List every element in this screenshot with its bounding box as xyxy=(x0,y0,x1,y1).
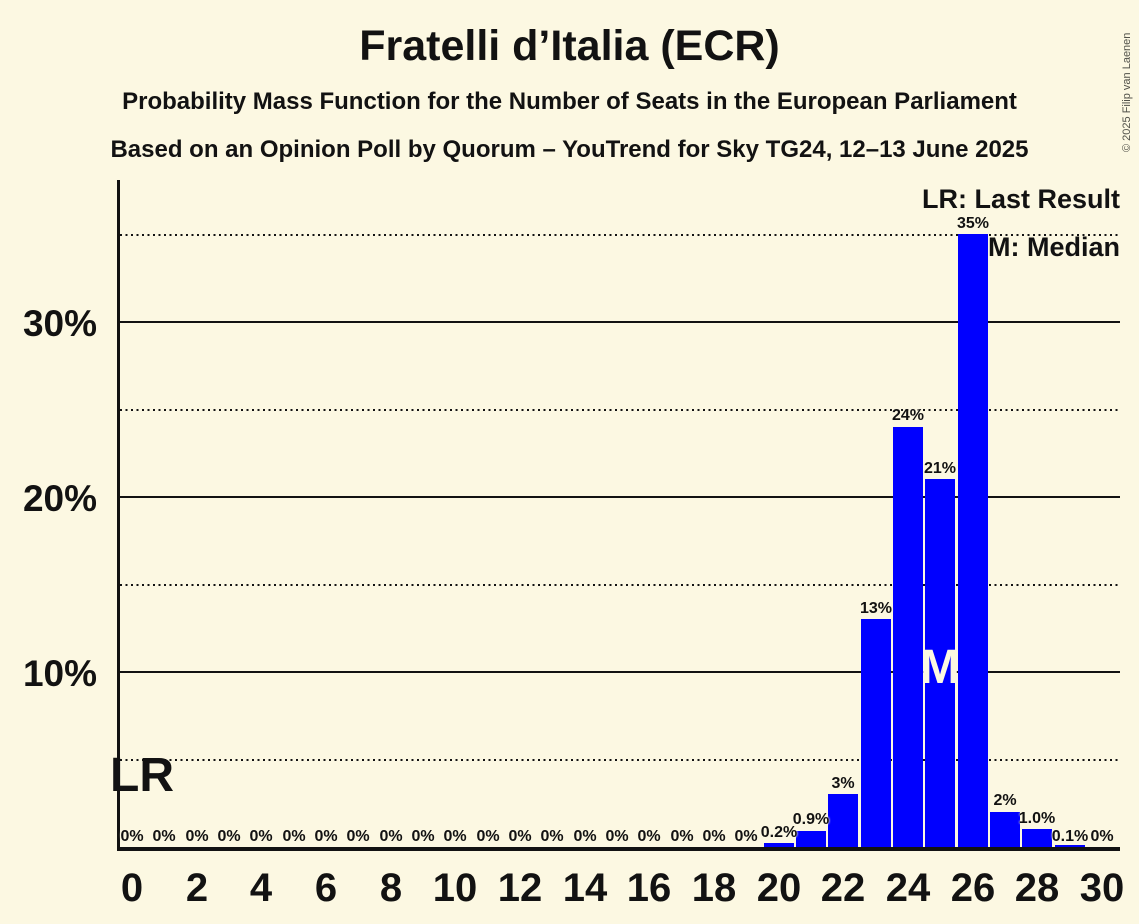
bar-label-seat-15: 0% xyxy=(605,828,629,845)
gridline-dotted-15pct xyxy=(120,583,1120,586)
copyright-notice: © 2025 Filip van Laenen xyxy=(1121,32,1133,152)
bar-label-seat-1: 0% xyxy=(152,828,176,845)
bar-label-seat-7: 0% xyxy=(346,828,370,845)
bar-label-seat-10: 0% xyxy=(443,828,467,845)
x-tick-6: 6 xyxy=(314,866,338,910)
bar-label-seat-17: 0% xyxy=(670,828,694,845)
x-tick-12: 12 xyxy=(497,866,543,910)
bar-label-seat-2: 0% xyxy=(185,828,209,845)
bar-label-seat-26: 35% xyxy=(956,215,990,232)
bar-label-seat-24: 24% xyxy=(891,407,925,424)
x-tick-22: 22 xyxy=(820,866,866,910)
bar-seat-26 xyxy=(958,234,988,847)
gridline-dotted-35pct xyxy=(120,233,1120,236)
x-axis-line xyxy=(117,847,1120,851)
bar-seat-24 xyxy=(893,427,923,847)
y-axis-line xyxy=(117,180,120,851)
bar-label-seat-21: 0.9% xyxy=(792,811,830,828)
bar-seat-20 xyxy=(764,843,794,847)
bar-label-seat-22: 3% xyxy=(831,775,855,792)
bar-label-seat-18: 0% xyxy=(702,828,726,845)
y-tick-20pct: 20% xyxy=(22,478,97,519)
bar-label-seat-23: 13% xyxy=(859,600,893,617)
x-tick-30: 30 xyxy=(1079,866,1125,910)
bar-label-seat-14: 0% xyxy=(573,828,597,845)
gridline-10pct xyxy=(120,671,1120,673)
bar-label-seat-8: 0% xyxy=(379,828,403,845)
bar-label-seat-27: 2% xyxy=(993,792,1017,809)
bar-label-seat-29: 0.1% xyxy=(1051,828,1089,845)
bar-label-seat-4: 0% xyxy=(249,828,273,845)
gridline-20pct xyxy=(120,496,1120,498)
bar-label-seat-20: 0.2% xyxy=(760,824,798,841)
bar-label-seat-19: 0% xyxy=(734,828,758,845)
x-tick-8: 8 xyxy=(379,866,403,910)
bar-label-seat-25: 21% xyxy=(923,460,957,477)
bar-label-seat-5: 0% xyxy=(282,828,306,845)
x-tick-0: 0 xyxy=(120,866,144,910)
x-tick-20: 20 xyxy=(756,866,802,910)
bar-seat-23 xyxy=(861,619,891,847)
x-tick-28: 28 xyxy=(1014,866,1060,910)
bar-seat-28 xyxy=(1022,829,1052,847)
page-title: Fratelli d’Italia (ECR) xyxy=(359,22,780,70)
x-tick-26: 26 xyxy=(950,866,996,910)
bar-seat-29 xyxy=(1055,845,1085,847)
subtitle-line-1: Probability Mass Function for the Number… xyxy=(122,88,1017,115)
x-tick-10: 10 xyxy=(432,866,478,910)
bar-seat-22 xyxy=(828,794,858,847)
gridline-30pct xyxy=(120,321,1120,323)
x-tick-4: 4 xyxy=(249,866,273,910)
bar-label-seat-30: 0% xyxy=(1090,828,1114,845)
y-tick-30pct: 30% xyxy=(22,303,97,344)
x-tick-16: 16 xyxy=(626,866,672,910)
bar-label-seat-11: 0% xyxy=(476,828,500,845)
median-marker: M xyxy=(920,641,960,694)
bar-label-seat-28: 1.0% xyxy=(1018,810,1056,827)
bar-label-seat-0: 0% xyxy=(120,828,144,845)
bar-seat-21 xyxy=(796,831,826,847)
gridline-dotted-25pct xyxy=(120,408,1120,411)
bar-label-seat-3: 0% xyxy=(217,828,241,845)
x-tick-18: 18 xyxy=(691,866,737,910)
y-tick-10pct: 10% xyxy=(22,653,97,694)
bar-label-seat-13: 0% xyxy=(540,828,564,845)
gridline-dotted-5pct xyxy=(120,758,1120,761)
last-result-marker: LR xyxy=(110,749,174,802)
x-tick-2: 2 xyxy=(185,866,209,910)
subtitle-line-2: Based on an Opinion Poll by Quorum – You… xyxy=(110,136,1029,163)
x-tick-24: 24 xyxy=(885,866,931,910)
bar-label-seat-12: 0% xyxy=(508,828,532,845)
bar-seat-27 xyxy=(990,812,1020,847)
bar-seat-25 xyxy=(925,479,955,847)
legend-last-result: LR: Last Result xyxy=(921,184,1120,214)
x-tick-14: 14 xyxy=(562,866,608,910)
bar-label-seat-6: 0% xyxy=(314,828,338,845)
legend-median: M: Median xyxy=(988,232,1120,262)
bar-label-seat-16: 0% xyxy=(637,828,661,845)
bar-label-seat-9: 0% xyxy=(411,828,435,845)
